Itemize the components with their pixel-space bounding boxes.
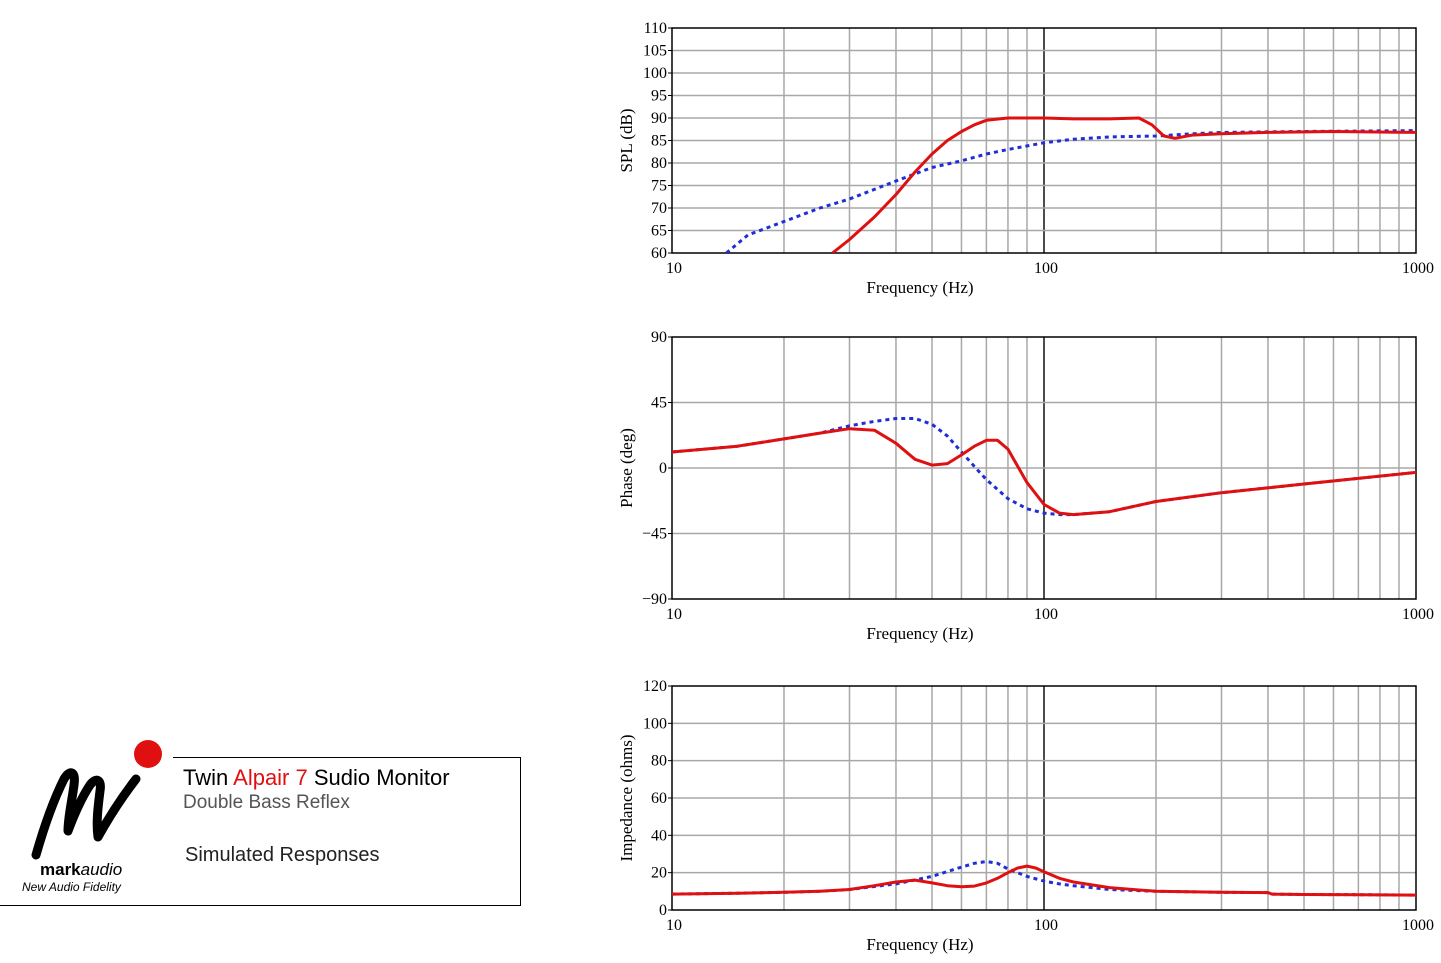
markaudio-logo <box>31 740 162 860</box>
y-axis-label: Impedance (ohms) <box>617 735 636 862</box>
y-tick-label: 105 <box>643 43 667 60</box>
spl-chart-svg: 60 65 70 75 80 85 90 95 100 105 110 10 100 1000 Freque… <box>617 20 1434 297</box>
logo-red-dot-icon <box>134 740 162 768</box>
title-pre: Twin <box>183 765 234 790</box>
y-tick-label: 80 <box>651 753 667 770</box>
series-line-red-solid <box>831 116 1416 253</box>
grid <box>672 28 1416 253</box>
x-tick-label: 10 <box>666 260 682 277</box>
y-tick-label: 65 <box>651 223 667 240</box>
x-axis-label: Frequency (Hz) <box>866 624 973 643</box>
y-tick-label: 110 <box>644 20 667 37</box>
title-accent: Alpair 7 <box>233 765 308 790</box>
x-tick-label: 100 <box>1034 917 1058 934</box>
x-tick-label: 100 <box>1034 260 1058 277</box>
series-line-red-solid <box>672 427 1416 517</box>
y-tick-label: 0 <box>659 460 667 477</box>
grid <box>672 337 1416 599</box>
y-tick-label: −45 <box>642 526 667 543</box>
y-axis-label: SPL (dB) <box>617 108 636 172</box>
frame-line-top <box>173 757 521 758</box>
y-tick-label: 100 <box>643 715 667 732</box>
y-tick-label: 95 <box>651 88 667 105</box>
y-tick-label: 90 <box>651 110 667 127</box>
y-tick-label: 40 <box>651 827 667 844</box>
series-line-red-solid <box>672 864 1416 897</box>
y-tick-label: 85 <box>651 133 667 150</box>
y-tick-label: 20 <box>651 865 667 882</box>
phase-chart-svg: −90 −45 0 45 90 10 100 1000 Frequency (Hz) Phase … <box>617 329 1434 643</box>
series-line-blue-dotted <box>725 129 1416 253</box>
frame-line-bottom <box>0 905 521 906</box>
logo-word-bold: mark <box>40 860 81 879</box>
y-tick-label: −90 <box>642 591 667 608</box>
logo-word-italic: audio <box>80 860 123 879</box>
logo-tagline: New Audio Fidelity <box>22 880 121 894</box>
x-axis-label: Frequency (Hz) <box>866 278 973 297</box>
product-subtitle: Double Bass Reflex <box>183 792 350 813</box>
x-tick-label: 1000 <box>1402 260 1434 277</box>
frame-line-right <box>520 757 521 906</box>
x-tick-label: 100 <box>1034 606 1058 623</box>
y-tick-label: 45 <box>651 395 667 412</box>
y-tick-label: 80 <box>651 155 667 172</box>
branding-panel: markaudio New Audio Fidelity Twin Alpair… <box>0 740 521 906</box>
y-tick-label: 90 <box>651 329 667 346</box>
x-tick-label: 1000 <box>1402 606 1434 623</box>
title-post: Sudio Monitor <box>307 765 450 790</box>
y-tick-label: 100 <box>643 65 667 82</box>
y-tick-label: 70 <box>651 200 667 217</box>
logo-m-stroke-icon <box>31 768 141 860</box>
grid <box>672 686 1416 910</box>
y-axis-label: Phase (deg) <box>617 428 636 508</box>
y-tick-label: 75 <box>651 178 667 195</box>
phase-chart: −90 −45 0 45 90 10 100 1000 Frequency (Hz) Phase … <box>0 305 1441 650</box>
x-tick-label: 1000 <box>1402 917 1434 934</box>
y-tick-label: 60 <box>651 790 667 807</box>
impedance-chart: 0 20 40 60 80 100 120 10 100 1000 Frequency (Hz) Im… <box>0 650 1441 963</box>
simulated-responses-label: Simulated Responses <box>185 844 380 866</box>
y-tick-label: 120 <box>643 678 667 695</box>
spl-chart: 60 65 70 75 80 85 90 95 100 105 110 10 100 1000 Freque… <box>0 0 1441 305</box>
y-tick-label: 0 <box>659 902 667 919</box>
logo-wordmark: markaudio <box>40 860 122 880</box>
x-axis-label: Frequency (Hz) <box>866 935 973 954</box>
x-tick-label: 10 <box>666 606 682 623</box>
x-tick-label: 10 <box>666 917 682 934</box>
impedance-chart-svg: 0 20 40 60 80 100 120 10 100 1000 Frequency (Hz) Im… <box>617 678 1434 954</box>
y-tick-label: 60 <box>651 245 667 262</box>
product-title: Twin Alpair 7 Sudio Monitor <box>183 765 450 791</box>
